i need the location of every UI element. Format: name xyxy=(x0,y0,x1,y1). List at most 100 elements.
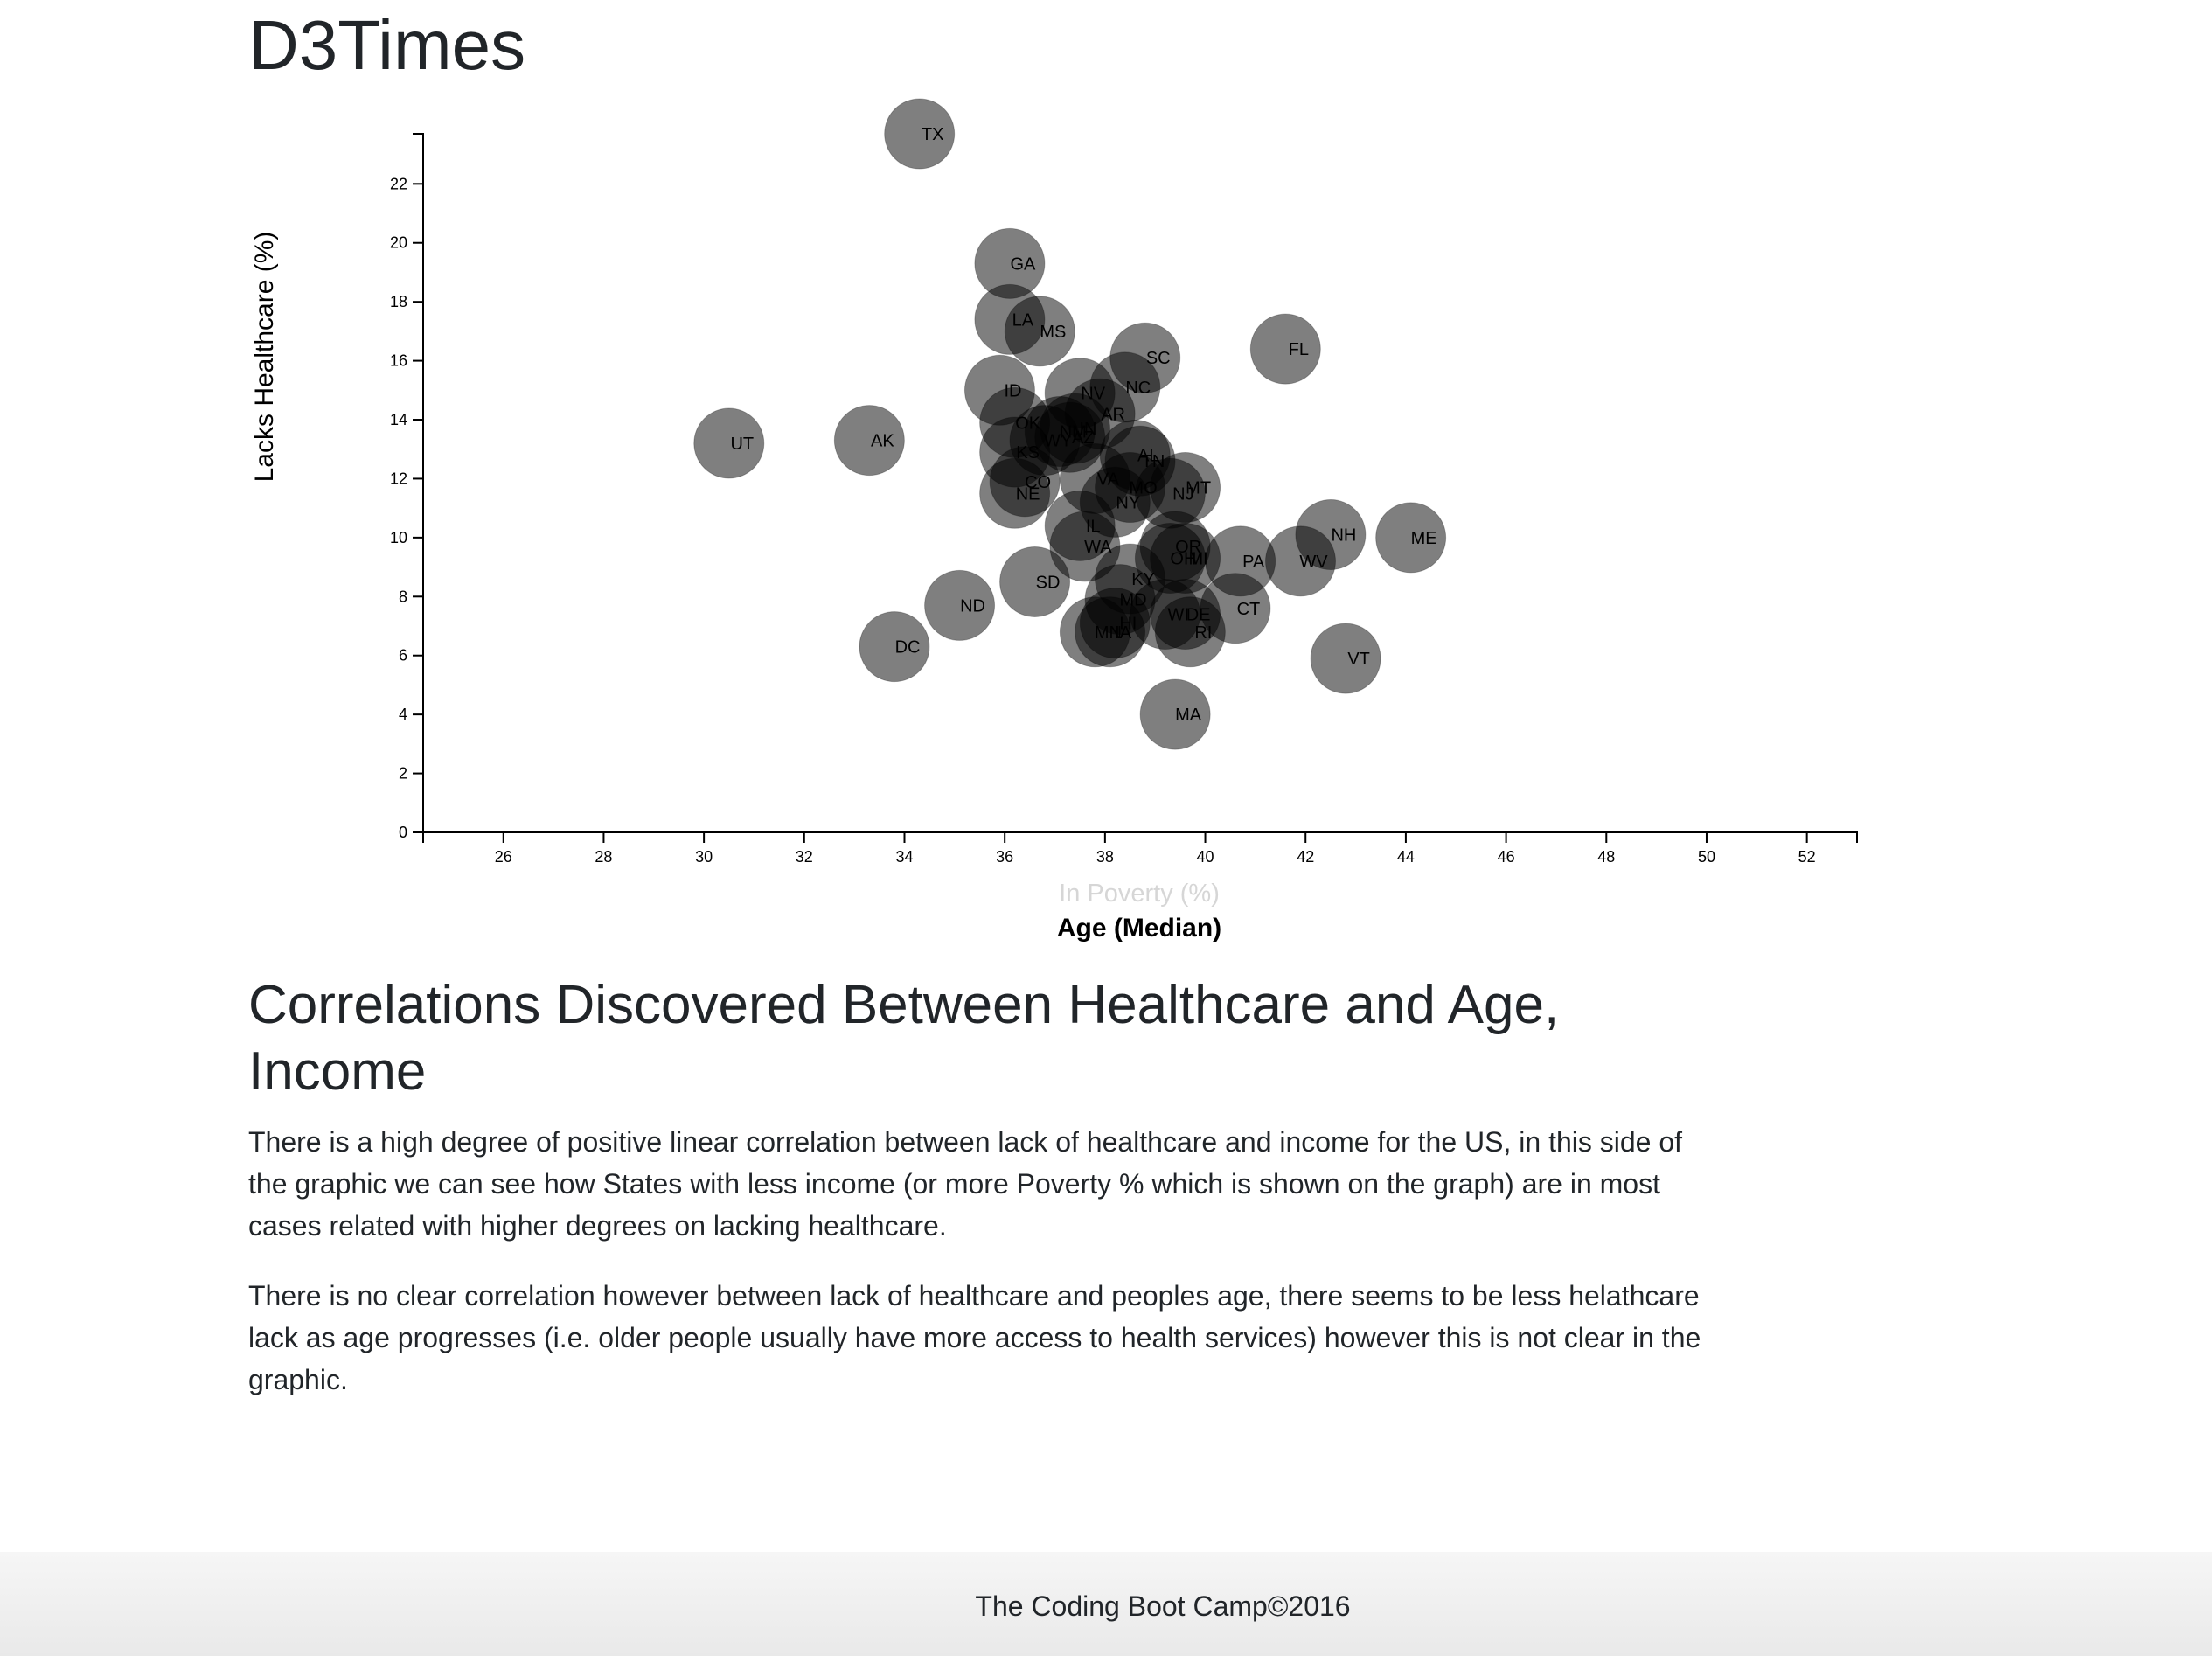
x-tick-label: 42 xyxy=(1297,848,1314,866)
state-circle-ne xyxy=(979,457,1051,529)
x-tick-label: 30 xyxy=(695,848,713,866)
state-label-or: OR xyxy=(1175,538,1201,557)
state-circle-tx xyxy=(884,98,956,170)
state-label-md: MD xyxy=(1120,591,1147,610)
state-circle-vt xyxy=(1310,623,1381,694)
footer-copyright: The Coding Boot Camp©2016 xyxy=(975,1590,1351,1622)
state-label-nv: NV xyxy=(1081,385,1105,404)
state-label-ky: KY xyxy=(1131,570,1155,589)
y-tick-label: 16 xyxy=(390,352,407,370)
state-label-wa: WA xyxy=(1084,538,1112,557)
x-tick-label: 48 xyxy=(1597,848,1615,866)
state-label-dc: DC xyxy=(895,638,921,658)
x-tick-label: 40 xyxy=(1197,848,1214,866)
state-label-mt: MT xyxy=(1186,479,1211,498)
state-label-ct: CT xyxy=(1237,600,1261,619)
y-tick-label: 18 xyxy=(390,293,407,310)
x-tick-label: 38 xyxy=(1096,848,1114,866)
state-label-ak: AK xyxy=(871,432,894,451)
state-label-al: AL xyxy=(1137,446,1158,465)
state-label-sc: SC xyxy=(1146,349,1171,368)
x-tick-label: 50 xyxy=(1698,848,1715,866)
x-tick-label: 28 xyxy=(595,848,612,866)
y-tick-label: 6 xyxy=(399,647,407,664)
state-label-ia: IA xyxy=(1115,623,1132,643)
state-label-sd: SD xyxy=(1036,573,1061,592)
y-tick-label: 4 xyxy=(399,706,407,723)
state-label-de: DE xyxy=(1186,606,1211,625)
state-label-tn: TN xyxy=(1142,452,1165,471)
state-label-il: IL xyxy=(1086,517,1101,536)
y-tick-label: 2 xyxy=(399,765,407,783)
y-axis-label[interactable]: Lacks Healthcare (%) xyxy=(250,232,279,483)
state-label-nj: NJ xyxy=(1172,484,1193,504)
state-label-nm: NM xyxy=(1060,423,1087,442)
x-tick-label: 26 xyxy=(495,848,512,866)
footer: The Coding Boot Camp©2016 xyxy=(0,1552,2212,1656)
state-label-mi: MI xyxy=(1188,549,1207,568)
y-axis-line xyxy=(413,133,424,833)
state-circle-ut xyxy=(693,407,765,479)
x-tick-label: 32 xyxy=(796,848,813,866)
analysis-paragraph-income: There is a high degree of positive linea… xyxy=(248,1126,1683,1242)
state-label-nd: ND xyxy=(960,596,985,616)
state-circle-me xyxy=(1375,502,1447,574)
state-label-wy: WY xyxy=(1044,432,1072,451)
state-label-wi: WI xyxy=(1167,606,1188,625)
state-label-mo: MO xyxy=(1129,479,1157,498)
x-axis: 26 28 30 32 34 36 38 40 42 44 46 48 50 52 xyxy=(422,831,1858,866)
state-label-nc: NC xyxy=(1125,379,1151,398)
state-label-ar: AR xyxy=(1101,405,1125,424)
state-circle-ma xyxy=(1139,678,1211,750)
state-label-co: CO xyxy=(1025,473,1051,492)
y-axis: 0 2 4 6 8 10 12 14 16 18 20 22 xyxy=(390,133,424,841)
x-tick-label: 34 xyxy=(895,848,913,866)
state-label-ms: MS xyxy=(1040,323,1066,342)
state-label-ga: GA xyxy=(1010,254,1036,274)
y-tick-label: 12 xyxy=(390,470,407,487)
y-tick-label: 14 xyxy=(390,411,407,428)
state-circle-ms xyxy=(1004,296,1075,367)
state-label-fl: FL xyxy=(1289,340,1309,359)
x-axis-line xyxy=(422,831,1858,843)
state-label-id: ID xyxy=(1004,381,1021,400)
state-label-oh: OH xyxy=(1170,549,1196,568)
analysis-title: Correlations Discovered Between Healthca… xyxy=(248,975,1560,1102)
x-tick-label: 44 xyxy=(1397,848,1415,866)
y-tick-label: 0 xyxy=(399,824,407,841)
state-circle-fl xyxy=(1249,313,1321,385)
analysis-paragraph-age: There is no clear correlation however be… xyxy=(248,1280,1701,1395)
state-label-nh: NH xyxy=(1331,525,1356,545)
state-label-wv: WV xyxy=(1299,553,1328,572)
state-label-ny: NY xyxy=(1116,493,1140,512)
state-label-pa: PA xyxy=(1242,553,1265,572)
state-circle-sd xyxy=(999,546,1071,617)
state-circle-dc xyxy=(859,611,930,683)
state-label-mn: MN xyxy=(1095,623,1122,643)
y-tick-label: 22 xyxy=(390,175,407,192)
state-label-ks: KS xyxy=(1016,443,1040,463)
x-axis-label-age[interactable]: Age (Median) xyxy=(1057,914,1221,943)
state-label-hi: HI xyxy=(1119,615,1137,634)
state-circle-ia xyxy=(1075,596,1146,668)
state-label-ma: MA xyxy=(1175,706,1202,725)
state-circle-nd xyxy=(924,569,996,641)
state-label-va: VA xyxy=(1097,470,1120,489)
y-tick-label: 20 xyxy=(390,234,407,252)
y-tick-label: 8 xyxy=(399,588,407,605)
state-label-ne: NE xyxy=(1016,484,1040,504)
state-label-la: LA xyxy=(1012,310,1034,330)
state-label-ri: RI xyxy=(1194,623,1212,643)
state-circle-ak xyxy=(833,405,905,477)
x-tick-label: 52 xyxy=(1798,848,1816,866)
state-label-tx: TX xyxy=(922,125,944,144)
state-label-az: AZ xyxy=(1072,428,1095,448)
x-axis-label-poverty[interactable]: In Poverty (%) xyxy=(1059,880,1220,908)
state-circle-ri xyxy=(1154,596,1226,668)
state-label-in: IN xyxy=(1079,420,1096,439)
page-title: D3Times xyxy=(248,6,526,84)
x-tick-label: 46 xyxy=(1498,848,1515,866)
y-tick-label: 10 xyxy=(390,529,407,546)
